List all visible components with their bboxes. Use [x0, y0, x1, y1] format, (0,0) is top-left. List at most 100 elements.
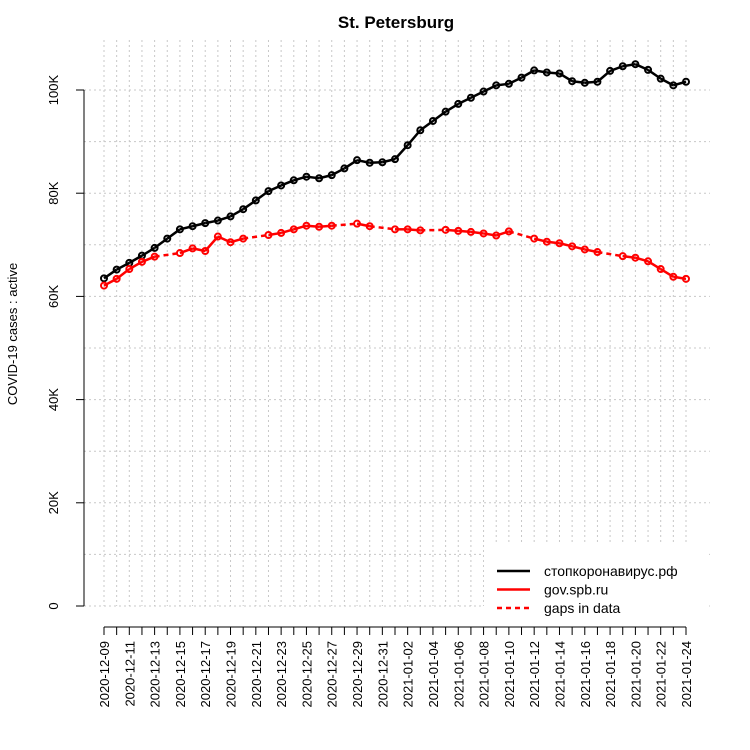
data-point: [580, 245, 589, 254]
y-tick-label: 60K: [46, 285, 61, 308]
x-tick-label: 2020-12-09: [97, 641, 112, 708]
legend-label: стопкоронавирус.рф: [544, 563, 678, 579]
x-tick-label: 2021-01-24: [679, 641, 694, 708]
data-point: [239, 234, 248, 243]
x-tick-label: 2020-12-29: [350, 641, 365, 708]
legend-label: gaps in data: [544, 600, 620, 616]
x-tick-label: 2020-12-17: [198, 641, 213, 708]
data-point: [302, 172, 311, 181]
x-tick-label: 2021-01-04: [426, 641, 441, 708]
data-point: [175, 249, 184, 258]
data-point: [365, 222, 374, 231]
data-point: [100, 274, 108, 283]
data-point: [365, 158, 374, 167]
y-tick-label: 40K: [46, 388, 61, 411]
x-tick-label: 2020-12-23: [274, 641, 289, 708]
gap-line-segment: [508, 230, 535, 240]
chart-title: St. Petersburg: [338, 13, 454, 32]
data-point: [682, 77, 690, 86]
x-tick-label: 2021-01-18: [603, 641, 618, 708]
data-point: [555, 239, 564, 248]
legend-label: gov.spb.ru: [544, 582, 608, 598]
data-point: [112, 274, 121, 283]
x-tick-label: 2021-01-02: [401, 641, 416, 708]
data-point: [517, 73, 526, 82]
data-point: [213, 216, 222, 225]
data-point: [530, 234, 539, 243]
data-point: [454, 99, 463, 108]
data-point: [112, 265, 121, 274]
axes: 0 20K 40K 60K 80K 100K 2020-12-09 2020-12-11 202…: [46, 74, 694, 707]
data-point: [239, 205, 248, 214]
data-point: [618, 62, 627, 71]
data-point: [327, 171, 336, 180]
line-segment: [369, 160, 383, 165]
data-point: [441, 107, 450, 116]
data-point: [391, 225, 399, 234]
x-tick-label: 2021-01-20: [628, 641, 643, 708]
data-point: [644, 65, 653, 74]
data-point: [188, 244, 197, 253]
x-tick-label: 2021-01-22: [654, 641, 669, 708]
data-point: [542, 237, 551, 246]
data-point: [530, 66, 539, 75]
data-point: [504, 79, 513, 88]
data-point: [454, 226, 463, 235]
data-point: [125, 265, 134, 274]
data-point: [277, 228, 286, 237]
data-point: [669, 272, 678, 281]
x-tick-label: 2020-12-27: [325, 641, 340, 708]
data-point: [163, 234, 172, 243]
x-tick-label: 2021-01-08: [477, 641, 492, 708]
data-point: [213, 232, 222, 241]
data-point: [315, 174, 324, 183]
data-point: [378, 158, 387, 167]
data-point: [353, 219, 362, 228]
data-point: [593, 77, 602, 86]
x-tick-label: 2021-01-16: [578, 641, 593, 708]
data-point: [416, 226, 425, 235]
data-point: [403, 225, 412, 234]
y-tick-label: 80K: [46, 181, 61, 204]
gap-line-segment: [369, 224, 396, 231]
x-tick-label: 2020-12-15: [173, 641, 188, 708]
data-point: [492, 81, 501, 90]
y-tick-label: 20K: [46, 491, 61, 514]
gap-line-segment: [420, 228, 446, 232]
y-axis-label: COVID-19 cases : active: [5, 263, 20, 405]
gap-line-segment: [154, 251, 181, 258]
x-tick-label: 2021-01-14: [552, 641, 567, 708]
data-point: [226, 212, 235, 221]
data-point: [289, 176, 298, 185]
data-point: [580, 78, 589, 87]
data-point: [150, 252, 159, 261]
data-point: [492, 231, 501, 240]
x-tick-label: 2020-12-11: [122, 641, 137, 707]
x-tick-label: 2020-12-25: [299, 641, 314, 708]
data-point: [289, 225, 298, 234]
data-point: [656, 74, 665, 83]
data-point: [264, 187, 273, 196]
data-point: [150, 243, 159, 252]
data-point: [327, 221, 336, 230]
x-tick-label: 2021-01-10: [502, 641, 517, 708]
data-point: [416, 126, 425, 135]
legend-item: gaps in data: [497, 600, 620, 616]
data-point: [137, 257, 146, 266]
data-point: [315, 222, 324, 231]
y-tick-label: 100K: [46, 74, 61, 105]
x-tick-label: 2020-12-31: [375, 641, 390, 708]
data-point: [542, 68, 551, 77]
data-point: [656, 265, 665, 274]
data-point: [606, 66, 615, 75]
data-point: [201, 219, 210, 228]
data-point: [631, 253, 640, 262]
data-point: [277, 181, 286, 190]
data-point: [302, 221, 311, 230]
legend-box: [484, 545, 706, 625]
x-tick-label: 2020-12-13: [148, 641, 163, 708]
data-point: [226, 238, 235, 247]
data-point: [504, 227, 513, 236]
data-point: [100, 281, 108, 290]
